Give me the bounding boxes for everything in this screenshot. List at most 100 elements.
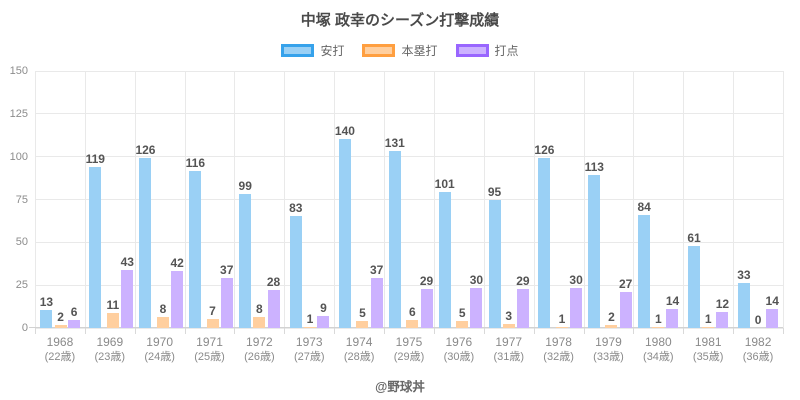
legend: 安打 本塁打 打点 xyxy=(0,42,800,59)
bar-安打-1982[interactable] xyxy=(737,283,750,328)
bar-value-label: 5 xyxy=(359,306,366,321)
bar-安打-1972[interactable] xyxy=(239,194,252,328)
bar-column: 14 xyxy=(666,295,679,328)
x-label-age: (34歳) xyxy=(643,351,674,363)
bar-安打-1979[interactable] xyxy=(588,175,601,328)
attribution-text: @野球丼 xyxy=(375,380,425,394)
bar-column: 28 xyxy=(267,276,280,328)
bar-value-label: 33 xyxy=(737,268,751,283)
x-tick-label: 1980 (34歳) xyxy=(633,335,683,365)
bar-group-1978: 126 1 30 xyxy=(534,71,584,328)
y-tick-label: 150 xyxy=(9,65,28,77)
bar-打点-1974[interactable] xyxy=(370,278,383,328)
bar-安打-1978[interactable] xyxy=(538,157,551,328)
x-tick-mark xyxy=(534,328,535,334)
y-tick-label: 0 xyxy=(21,322,28,334)
bar-安打-1977[interactable] xyxy=(488,199,501,328)
bar-打点-1978[interactable] xyxy=(570,287,583,328)
bar-本塁打-1970[interactable] xyxy=(156,317,169,328)
bar-安打-1980[interactable] xyxy=(638,214,651,328)
x-label-year: 1982 xyxy=(744,335,772,349)
bar-group-1981: 61 1 12 xyxy=(683,71,733,328)
x-label-year: 1973 xyxy=(295,335,323,349)
x-label-year: 1981 xyxy=(694,335,722,349)
bar-本塁打-1981[interactable] xyxy=(702,326,715,328)
x-label-year: 1980 xyxy=(644,335,672,349)
bar-安打-1975[interactable] xyxy=(388,151,401,328)
bar-group-1975: 131 6 29 xyxy=(384,71,434,328)
x-tick-mark xyxy=(434,328,435,334)
bar-打点-1979[interactable] xyxy=(619,291,632,328)
bar-安打-1973[interactable] xyxy=(289,215,302,328)
legend-item-homeruns[interactable]: 本塁打 xyxy=(362,42,438,59)
bar-group-1973: 83 1 9 xyxy=(284,71,334,328)
bar-打点-1973[interactable] xyxy=(317,315,330,328)
bar-column: 30 xyxy=(470,273,483,328)
bar-本塁打-1973[interactable] xyxy=(303,326,316,328)
bar-column: 5 xyxy=(456,307,469,328)
bar-本塁打-1971[interactable] xyxy=(206,318,219,328)
v-gridline xyxy=(135,71,136,328)
x-label-year: 1976 xyxy=(445,335,473,349)
y-tick-label: 25 xyxy=(15,279,28,292)
bar-安打-1974[interactable] xyxy=(338,139,351,328)
legend-swatch-icon xyxy=(281,44,315,57)
bar-安打-1970[interactable] xyxy=(139,157,152,328)
bar-打点-1969[interactable] xyxy=(121,269,134,328)
plot-area: 13 2 6 119 11 43 126 8 42 116 7 37 99 8 28 83 1 9 140 5 37 13… xyxy=(29,70,784,334)
bar-column: 131 xyxy=(385,137,405,328)
bar-打点-1970[interactable] xyxy=(171,271,184,328)
bar-column: 2 xyxy=(54,311,67,328)
bar-value-label: 43 xyxy=(120,254,134,269)
bar-本塁打-1972[interactable] xyxy=(253,317,266,328)
bar-本塁打-1980[interactable] xyxy=(652,326,665,328)
bar-本塁打-1975[interactable] xyxy=(406,319,419,328)
bar-column: 119 xyxy=(86,153,105,328)
bar-column: 1 xyxy=(702,312,715,328)
bar-打点-1968[interactable] xyxy=(68,319,81,328)
bar-本塁打-1976[interactable] xyxy=(456,321,469,328)
bar-打点-1976[interactable] xyxy=(470,287,483,328)
bar-打点-1971[interactable] xyxy=(220,278,233,328)
legend-item-rbi[interactable]: 打点 xyxy=(455,42,519,59)
bar-安打-1976[interactable] xyxy=(438,191,451,328)
bar-本塁打-1974[interactable] xyxy=(356,321,369,328)
bar-value-label: 9 xyxy=(320,300,327,315)
bar-column: 5 xyxy=(356,306,369,328)
legend-item-hits[interactable]: 安打 xyxy=(281,42,344,59)
bar-column: 29 xyxy=(516,274,530,328)
x-label-age: (31歳) xyxy=(493,351,524,363)
v-gridline xyxy=(534,71,535,328)
bar-本塁打-1979[interactable] xyxy=(605,325,618,328)
x-label-age: (30歳) xyxy=(443,351,475,363)
x-label-age: (22歳) xyxy=(44,351,76,363)
bar-column: 14 xyxy=(766,295,779,328)
bar-本塁打-1968[interactable] xyxy=(54,325,67,328)
x-tick-mark xyxy=(384,328,385,334)
x-label-age: (35歳) xyxy=(692,351,724,363)
x-tick-mark xyxy=(733,328,734,334)
bar-安打-1981[interactable] xyxy=(688,245,700,328)
bar-安打-1971[interactable] xyxy=(189,171,202,328)
bar-column: 27 xyxy=(619,277,632,328)
bar-打点-1980[interactable] xyxy=(666,309,679,328)
bar-column: 61 xyxy=(687,231,701,328)
bar-打点-1977[interactable] xyxy=(516,288,529,328)
x-tick-mark xyxy=(85,328,86,334)
bar-打点-1975[interactable] xyxy=(420,288,433,328)
bar-打点-1972[interactable] xyxy=(267,290,280,328)
bar-安打-1969[interactable] xyxy=(89,167,102,328)
x-tick-mark xyxy=(284,328,285,334)
bar-group-1982: 33 0 14 xyxy=(733,71,783,328)
bar-安打-1968[interactable] xyxy=(40,310,53,328)
bar-本塁打-1977[interactable] xyxy=(502,323,515,328)
bar-本塁打-1978[interactable] xyxy=(555,326,568,328)
bar-column: 3 xyxy=(502,309,515,328)
bar-打点-1981[interactable] xyxy=(716,311,729,328)
bar-group-1968: 13 2 6 xyxy=(35,71,85,328)
bar-本塁打-1969[interactable] xyxy=(106,313,119,328)
chart-title: 中塚 政幸のシーズン打撃成績 xyxy=(300,12,500,29)
bar-打点-1982[interactable] xyxy=(766,309,779,328)
bar-column: 1 xyxy=(303,312,316,328)
